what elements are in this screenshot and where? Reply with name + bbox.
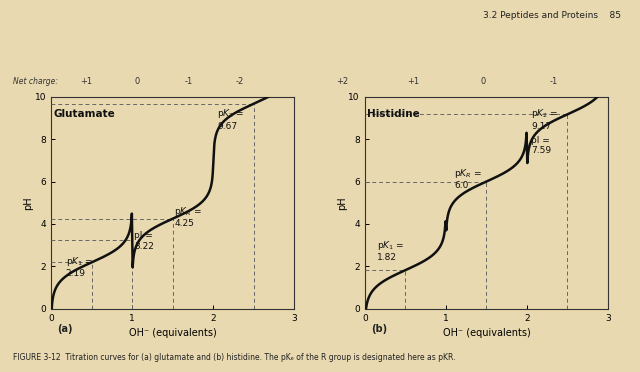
Text: 0: 0 [135,77,140,86]
X-axis label: OH⁻ (equivalents): OH⁻ (equivalents) [442,328,531,338]
Text: Net charge:: Net charge: [13,77,58,86]
Text: Histidine: Histidine [367,109,420,119]
Text: -1: -1 [550,77,557,86]
X-axis label: OH⁻ (equivalents): OH⁻ (equivalents) [129,328,217,338]
Text: p$K_R$ =
4.25: p$K_R$ = 4.25 [175,205,202,228]
Text: Glutamate: Glutamate [54,109,115,119]
Text: p$K_2$ =
9.17: p$K_2$ = 9.17 [531,108,558,131]
Text: (b): (b) [371,324,387,334]
Text: (a): (a) [58,324,73,334]
Text: p$K_R$ =
6.0: p$K_R$ = 6.0 [454,167,482,190]
Text: p$K_2$ =
9.67: p$K_2$ = 9.67 [218,108,244,131]
Text: pI =
3.22: pI = 3.22 [134,231,154,251]
Text: p$K_1$ =
2.19: p$K_1$ = 2.19 [66,255,93,278]
Y-axis label: pH: pH [337,196,347,209]
Text: pI =
7.59: pI = 7.59 [531,136,551,155]
Text: -2: -2 [236,77,244,86]
Text: 3.2 Peptides and Proteins    85: 3.2 Peptides and Proteins 85 [483,11,621,20]
Text: +1: +1 [81,77,92,86]
Text: FIGURE 3-12  Titration curves for (a) glutamate and (b) histidine. The pKₑ of th: FIGURE 3-12 Titration curves for (a) glu… [13,353,455,362]
Text: p$K_1$ =
1.82: p$K_1$ = 1.82 [377,239,404,262]
Y-axis label: pH: pH [24,196,33,209]
Text: +2: +2 [337,77,348,86]
Text: 0: 0 [481,77,486,86]
Text: +1: +1 [407,77,419,86]
Text: -1: -1 [185,77,193,86]
